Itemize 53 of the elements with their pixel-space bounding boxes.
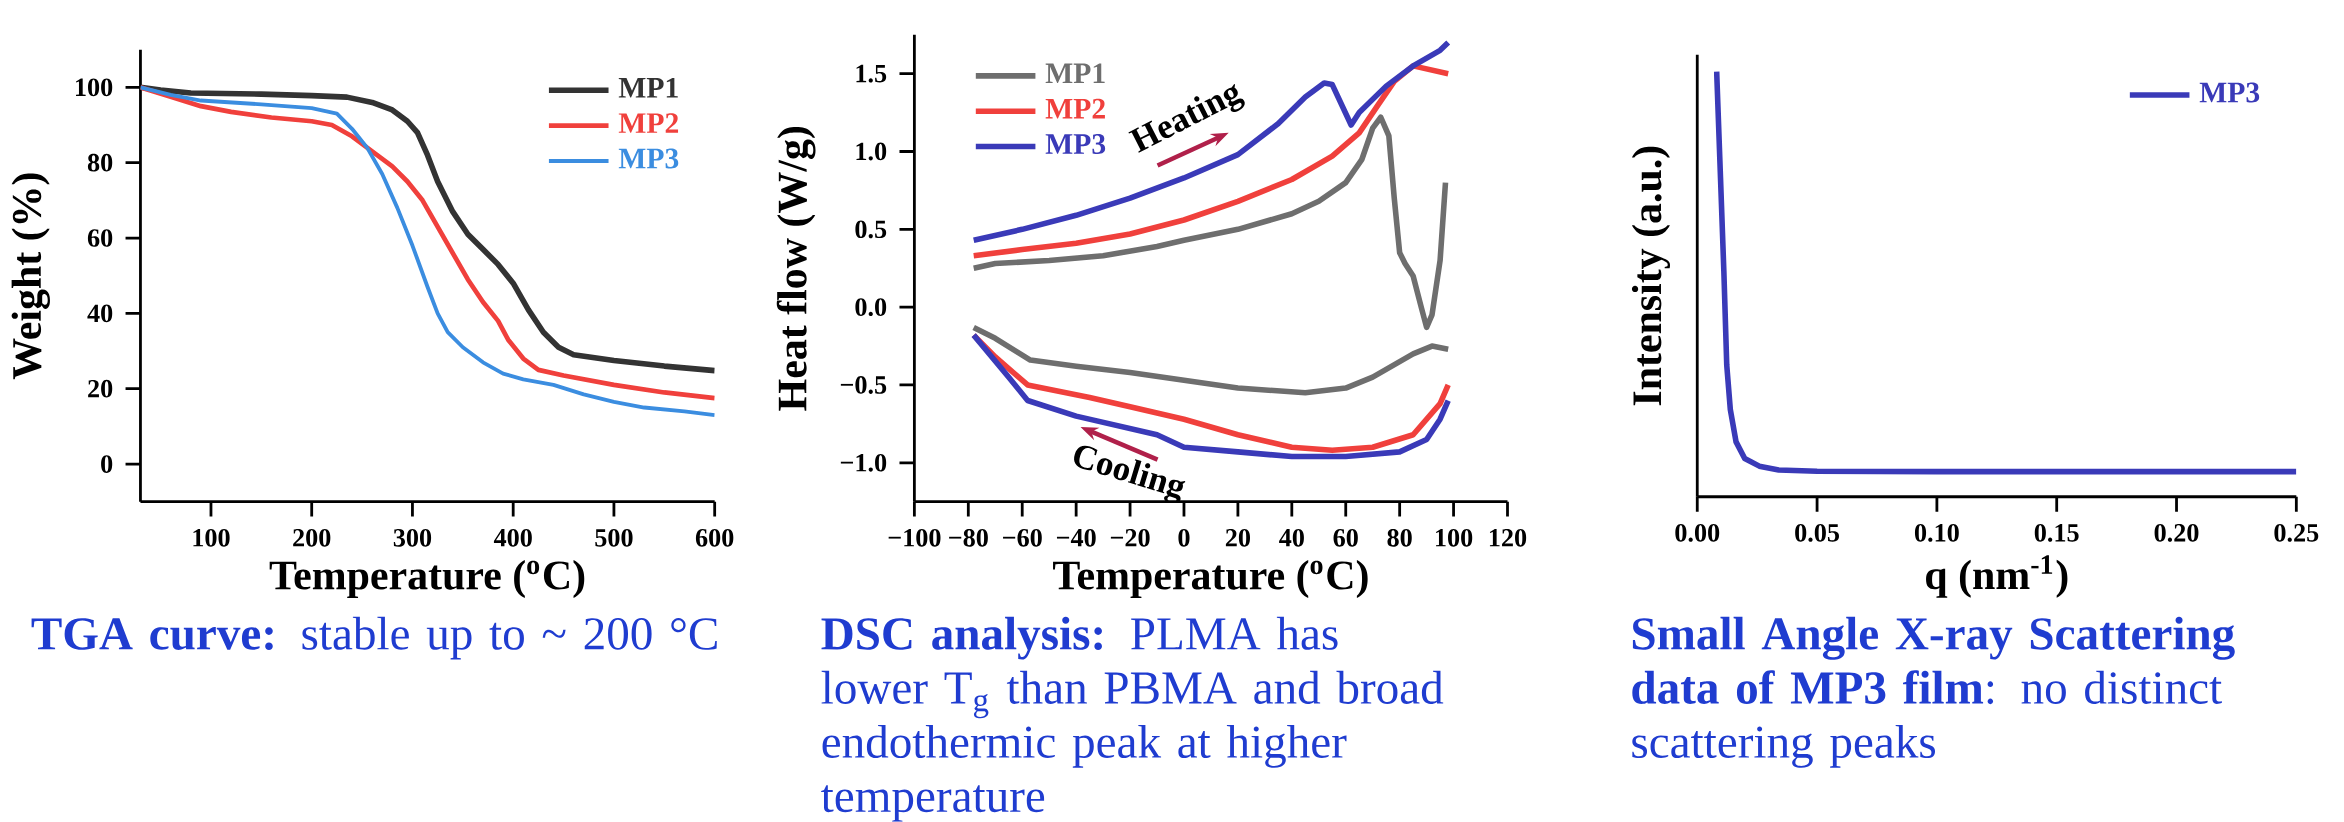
x-tick-label: 100 xyxy=(1436,529,1473,547)
y-tick-label: −1.0 xyxy=(840,454,887,472)
x-tick-label: 500 xyxy=(595,529,633,547)
annotation: Cooling xyxy=(1074,445,1186,505)
text: DSC analysis: PLMA has lower T$_{g}$ than PBMA and broad endothermic peak at higher temperature xyxy=(821,616,1444,822)
legend-label: MP2 xyxy=(1045,98,1105,119)
x-tick-label: 40 xyxy=(1279,529,1304,547)
legend-label: MP3 xyxy=(618,148,679,169)
y-tick-label: 0.5 xyxy=(855,220,887,239)
y-tick-label: 40 xyxy=(87,304,113,323)
x-axis-title: Temperature ($^{o}$C) xyxy=(1053,560,1368,599)
y-tick-label: 0 xyxy=(101,455,113,473)
x-tick-label: 100 xyxy=(193,529,230,547)
y-axis-title: Heat flow (W/g) xyxy=(776,127,816,411)
x-tick-label: 120 xyxy=(1489,529,1527,547)
y-axis-title: Intensity (a.u.) xyxy=(1631,146,1671,406)
legend-label: MP1 xyxy=(1045,63,1105,84)
x-tick-label: 0.15 xyxy=(2034,524,2079,542)
y-tick-label: 80 xyxy=(87,153,113,172)
x-tick-label: −60 xyxy=(1003,529,1042,547)
y-tick-label: 1.5 xyxy=(856,64,887,83)
x-axis-title: Temperature ($^{o}$C) xyxy=(269,560,585,599)
x-tick-label: −80 xyxy=(949,529,988,547)
x-tick-label: 80 xyxy=(1387,529,1412,547)
text: TGA curve: stable up to ~ 200 °C xyxy=(31,616,717,660)
y-tick-label: 0.0 xyxy=(855,298,887,317)
y-tick-label: 60 xyxy=(87,229,113,247)
x-tick-label: 60 xyxy=(1333,529,1358,547)
x-tick-label: −20 xyxy=(1110,529,1150,547)
x-tick-label: 0.20 xyxy=(2154,524,2199,542)
legend-label: MP2 xyxy=(618,113,679,133)
legend-label: MP3 xyxy=(1045,134,1106,155)
y-tick-label: 20 xyxy=(88,379,113,398)
y-tick-label: 100 xyxy=(76,78,113,97)
x-tick-label: 0.10 xyxy=(1914,524,1959,542)
legend-label: MP3 xyxy=(2199,82,2260,103)
x-tick-label: −100 xyxy=(888,529,941,547)
x-tick-label: 600 xyxy=(695,529,734,547)
y-axis-title: Weight (%) xyxy=(11,173,50,380)
x-tick-label: 20 xyxy=(1225,529,1250,547)
text: Small Angle X-ray Scattering data of MP3 film: no distinct scattering peaks xyxy=(1632,616,2235,768)
x-tick-label: 0.05 xyxy=(1795,524,1839,542)
x-axis-title: q (nm$^{-1}$) xyxy=(1926,555,2068,598)
y-tick-label: −0.5 xyxy=(840,376,887,394)
x-tick-label: −40 xyxy=(1056,529,1096,547)
x-tick-label: 300 xyxy=(393,529,432,547)
x-tick-label: 0 xyxy=(1178,529,1190,547)
x-tick-label: 400 xyxy=(493,529,532,547)
y-tick-label: 1.0 xyxy=(856,142,887,161)
x-tick-label: 0.00 xyxy=(1675,524,1720,542)
x-tick-label: 0.25 xyxy=(2274,524,2319,542)
x-tick-label: 200 xyxy=(293,529,331,547)
legend-label: MP1 xyxy=(618,78,678,98)
